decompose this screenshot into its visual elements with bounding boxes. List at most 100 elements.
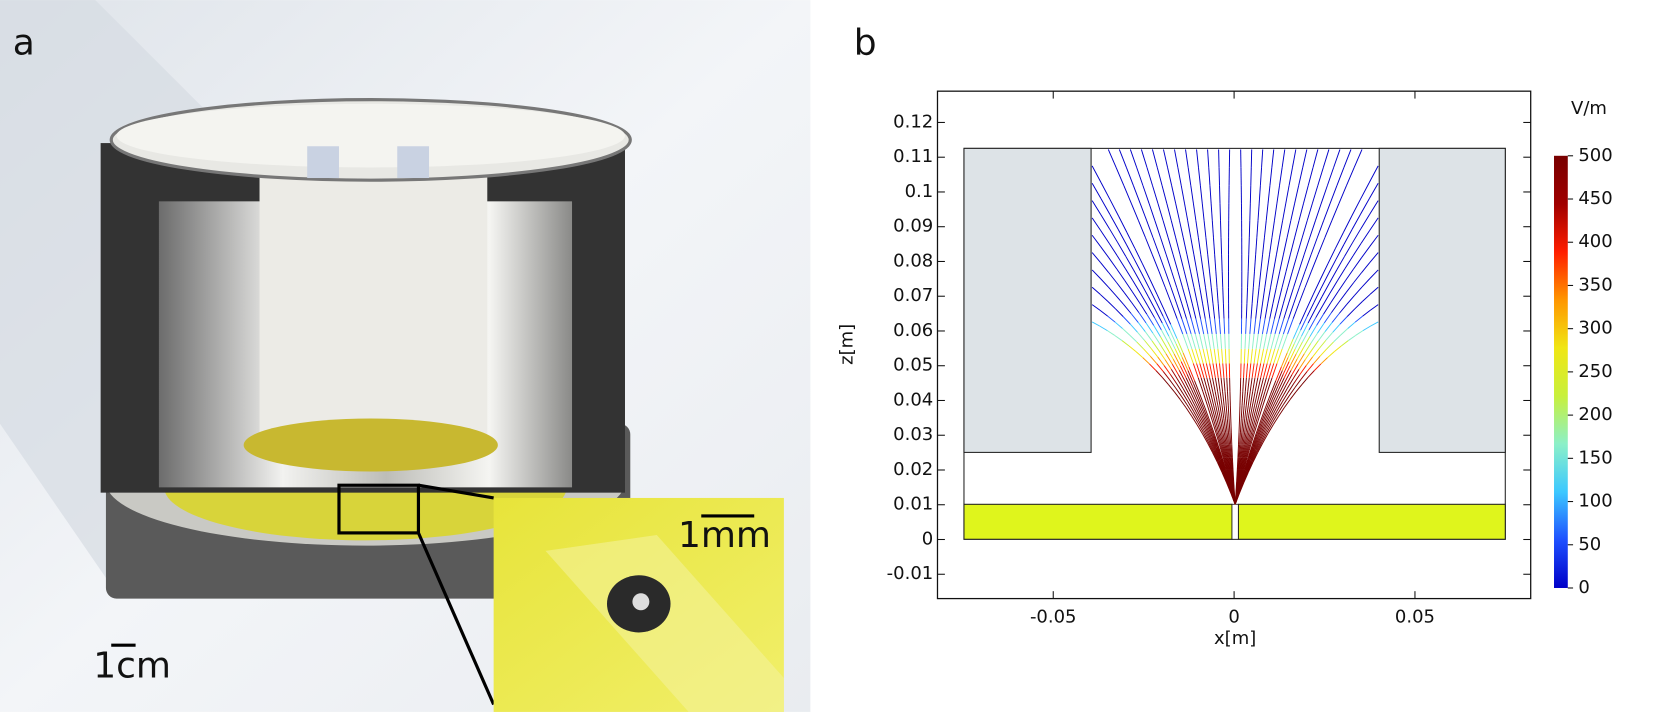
field-line [1335, 244, 1345, 260]
field-line [1247, 377, 1250, 392]
field-line [1188, 366, 1195, 381]
field-line [1251, 287, 1254, 304]
field-line [1336, 256, 1345, 271]
field-line [1208, 167, 1211, 186]
field-line [1276, 348, 1283, 364]
field-line [1270, 380, 1277, 395]
field-line [1170, 302, 1178, 319]
field-line [1108, 242, 1118, 257]
field-line [1238, 457, 1241, 470]
field-line [1186, 374, 1194, 387]
field-line [1264, 416, 1271, 428]
field-line [1239, 457, 1242, 470]
field-line [1260, 430, 1267, 441]
field-line [1144, 339, 1152, 349]
field-line [1231, 457, 1233, 470]
field-line [1286, 338, 1294, 354]
field-line [1264, 303, 1269, 319]
field-line [1160, 237, 1167, 255]
field-line [1191, 348, 1198, 364]
field-line [1331, 302, 1340, 313]
field-line [1206, 424, 1213, 437]
field-line [1238, 432, 1240, 445]
field-line [1256, 348, 1261, 364]
field-line [1197, 237, 1202, 255]
field-line [1343, 215, 1353, 233]
field-line [1265, 363, 1271, 378]
field-line [1281, 357, 1289, 371]
field-line [1151, 149, 1158, 168]
field-line [1294, 220, 1300, 238]
field-line [1199, 363, 1205, 378]
field-line [1333, 334, 1341, 343]
field-line [1162, 149, 1169, 168]
field-line [1239, 444, 1242, 458]
field-line [1240, 457, 1244, 470]
field-line [1176, 287, 1183, 304]
field-line [1152, 237, 1160, 255]
field-line [1354, 301, 1363, 310]
field-line [1304, 349, 1313, 360]
field-line [1267, 401, 1274, 414]
scale-bar-label: 1mm [678, 515, 771, 556]
field-line [1207, 333, 1211, 349]
field-line [1222, 363, 1225, 378]
field-line [1263, 333, 1268, 349]
field-line [1329, 185, 1338, 204]
field-line [1346, 308, 1356, 317]
field-line [1141, 273, 1150, 289]
field-line [1229, 432, 1232, 445]
field-line [1175, 383, 1183, 393]
colorbar-tick-label: 50 [1578, 534, 1601, 555]
field-line [1226, 482, 1232, 494]
field-line [1303, 185, 1309, 204]
field-line [1321, 283, 1330, 297]
field-line [1158, 254, 1166, 272]
field-line [1188, 398, 1195, 410]
field-line [1214, 254, 1217, 272]
field-line [1257, 423, 1263, 436]
field-line [1288, 387, 1296, 397]
field-line [1252, 405, 1258, 420]
field-line [1209, 185, 1212, 204]
field-line [1220, 237, 1223, 255]
field-line [1118, 215, 1128, 233]
colorbar-tick-label: 350 [1578, 274, 1612, 295]
panel-label: b [854, 23, 877, 64]
field-line [1259, 303, 1264, 319]
field-line [1186, 254, 1191, 272]
field-line [1261, 318, 1266, 334]
field-line [1177, 167, 1182, 186]
field-line [1129, 323, 1138, 333]
field-line [1215, 405, 1220, 420]
field-line [1345, 268, 1354, 281]
field-line [1205, 237, 1209, 255]
field-line [1243, 472, 1249, 483]
field-line [1135, 351, 1144, 358]
field-line [1282, 318, 1289, 335]
field-line [1138, 312, 1147, 324]
field-line [1134, 247, 1143, 265]
field-line [1271, 413, 1279, 424]
field-line [1244, 405, 1247, 420]
field-line [1247, 254, 1250, 272]
field-line [1185, 407, 1193, 417]
field-line [1181, 302, 1187, 319]
field-line [1186, 333, 1193, 349]
field-line [1314, 203, 1322, 221]
field-line [1224, 333, 1226, 349]
field-line [1100, 182, 1111, 200]
field-line [1091, 321, 1101, 327]
field-line [1368, 165, 1379, 184]
field-line [1131, 291, 1141, 304]
field-line [1293, 287, 1300, 304]
field-line [1209, 405, 1214, 420]
field-line [1301, 377, 1309, 385]
field-line [1241, 444, 1245, 458]
field-line [1186, 302, 1192, 319]
field-line [1273, 303, 1279, 319]
field-line [1312, 348, 1320, 358]
y-tick-label: 0.09 [893, 216, 933, 237]
field-line [1252, 451, 1258, 462]
field-line [1122, 328, 1131, 336]
